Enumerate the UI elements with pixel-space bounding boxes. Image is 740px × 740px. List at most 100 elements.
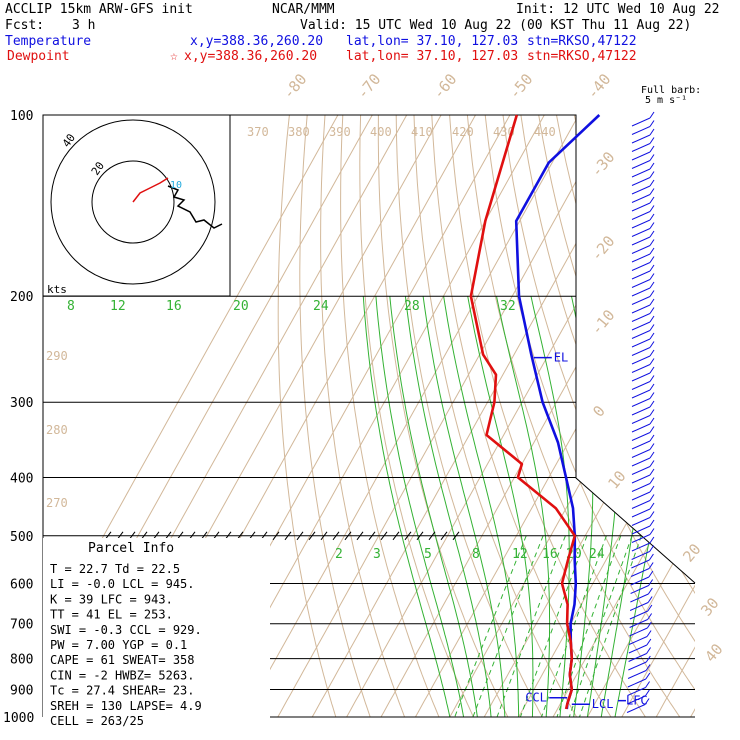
dry-adiabat-line: [299, 115, 371, 717]
wind-barb-flag: [649, 128, 655, 136]
wind-barb-flag: [645, 672, 651, 680]
wind-barb: [631, 474, 651, 484]
wind-barb: [631, 245, 651, 254]
wind-barb: [631, 525, 651, 535]
wind-barb-flag: [649, 239, 655, 246]
hatch-mark: [416, 531, 424, 541]
wind-barb-flag: [649, 230, 655, 238]
isotherm-line: [690, 115, 695, 717]
lfc-label: LFC: [626, 694, 648, 708]
mixing-ratio-line: [568, 535, 633, 717]
wind-barb: [628, 636, 648, 645]
wind-barb-column: [626, 111, 655, 713]
wind-barb: [631, 372, 651, 382]
wind-barb-flag: [649, 545, 655, 552]
wind-barb-flag: [645, 655, 651, 663]
wind-barb: [631, 330, 651, 339]
wind-barb-flag: [649, 154, 655, 161]
lcl-label: LCL: [592, 697, 614, 711]
top-temp-label: -40: [583, 70, 614, 102]
theta-left-label: 290: [46, 349, 68, 363]
isotherm-line: [552, 115, 695, 717]
theta-label: 420: [452, 125, 474, 139]
legend-temp-xy: x,y=388.36,260.20: [190, 34, 324, 49]
wind-barb: [631, 389, 651, 399]
wind-barb-flag: [646, 630, 652, 637]
wind-barb: [630, 568, 650, 577]
wind-barb: [631, 117, 651, 127]
hatch-mark: [320, 531, 328, 541]
dry-adiabat-line: [413, 115, 578, 717]
wind-barb-flag: [649, 341, 655, 348]
wind-barb-flag: [648, 553, 654, 561]
pressure-tick-label: 1000: [3, 711, 34, 726]
wind-barb-flag: [649, 281, 655, 289]
wind-barb: [631, 160, 651, 169]
wind-barb: [631, 211, 651, 220]
top-temp-label: -50: [505, 70, 536, 102]
parcel-info-row: K = 39 LFC = 943.: [50, 592, 173, 606]
wind-barb-flag: [646, 638, 652, 646]
wind-barb-flag: [648, 570, 654, 578]
wind-barb: [631, 440, 651, 450]
wind-barb-flag: [649, 179, 655, 187]
mixing-ratio-line: [556, 535, 622, 717]
parcel-info-row: CIN = -2 HWBZ= 5263.: [50, 668, 195, 682]
hatch-mark: [392, 531, 400, 541]
legend-temp-name: Temperature: [5, 34, 92, 49]
isotherm-line: [483, 115, 695, 717]
dry-adiabat-line: [591, 115, 695, 717]
mixing-ratio-upper-label: 16: [166, 299, 182, 314]
wind-barb: [631, 219, 651, 229]
wind-barb: [631, 432, 651, 441]
wind-barb-flag: [649, 307, 655, 314]
wind-barb: [631, 406, 651, 416]
wind-barb: [631, 466, 651, 475]
wind-barb: [631, 338, 651, 348]
dry-adiabat-line: [466, 115, 681, 717]
wind-barb-flag: [645, 664, 651, 671]
moist-adiabat-line: [362, 296, 451, 717]
wind-barb-flag: [649, 324, 655, 331]
pressure-tick-label: 400: [10, 471, 33, 486]
mixing-ratio-lower-label: 12: [512, 547, 528, 562]
legend-temp-stn: stn=RKSO,47122: [527, 34, 637, 49]
wind-barb: [631, 534, 651, 543]
wind-barb: [626, 704, 646, 713]
parcel-info-row: TT = 41 EL = 253.: [50, 608, 173, 622]
wind-barb: [631, 262, 651, 271]
wind-barb-flag: [646, 621, 652, 629]
wind-barb-flag: [649, 451, 655, 459]
hatch-mark: [332, 531, 340, 541]
dry-adiabat-line: [377, 115, 509, 717]
wind-barb: [631, 559, 650, 569]
legend-dew-stn: stn=RKSO,47122: [527, 49, 637, 64]
parcel-info-title: Parcel Info: [88, 541, 174, 556]
isotherm-line: [277, 115, 614, 717]
isotherm-line: [242, 115, 580, 717]
center-label: NCAR/MMM: [272, 2, 335, 17]
dewpoint-profile-line: [469, 114, 577, 710]
wind-barb-flag: [649, 358, 655, 365]
wind-barb: [631, 270, 651, 280]
wind-barb: [631, 423, 651, 433]
hatch-mark: [368, 531, 376, 541]
wind-barb-flag: [649, 256, 655, 263]
wind-barb: [631, 500, 651, 509]
wind-barb-flag: [647, 587, 653, 595]
parcel-info-row: Tc = 27.4 SHEAR= 23.: [50, 684, 195, 698]
wind-barb-flag: [649, 205, 655, 212]
wind-barb: [631, 364, 651, 373]
moist-adiabat-line: [600, 296, 657, 717]
wind-barb-flag: [649, 349, 655, 357]
wind-barb: [628, 661, 647, 671]
wind-barb: [627, 687, 646, 696]
legend-dew-marker-icon: ☆: [170, 49, 178, 64]
mixing-ratio-lower-label: 16: [542, 547, 558, 562]
model-title: ACCLIP 15km ARW-GFS init: [5, 2, 193, 17]
wind-barb: [631, 551, 650, 560]
mixing-ratio-upper-label: 28: [404, 299, 420, 314]
wind-barb: [631, 194, 651, 203]
wind-barb: [627, 670, 647, 679]
